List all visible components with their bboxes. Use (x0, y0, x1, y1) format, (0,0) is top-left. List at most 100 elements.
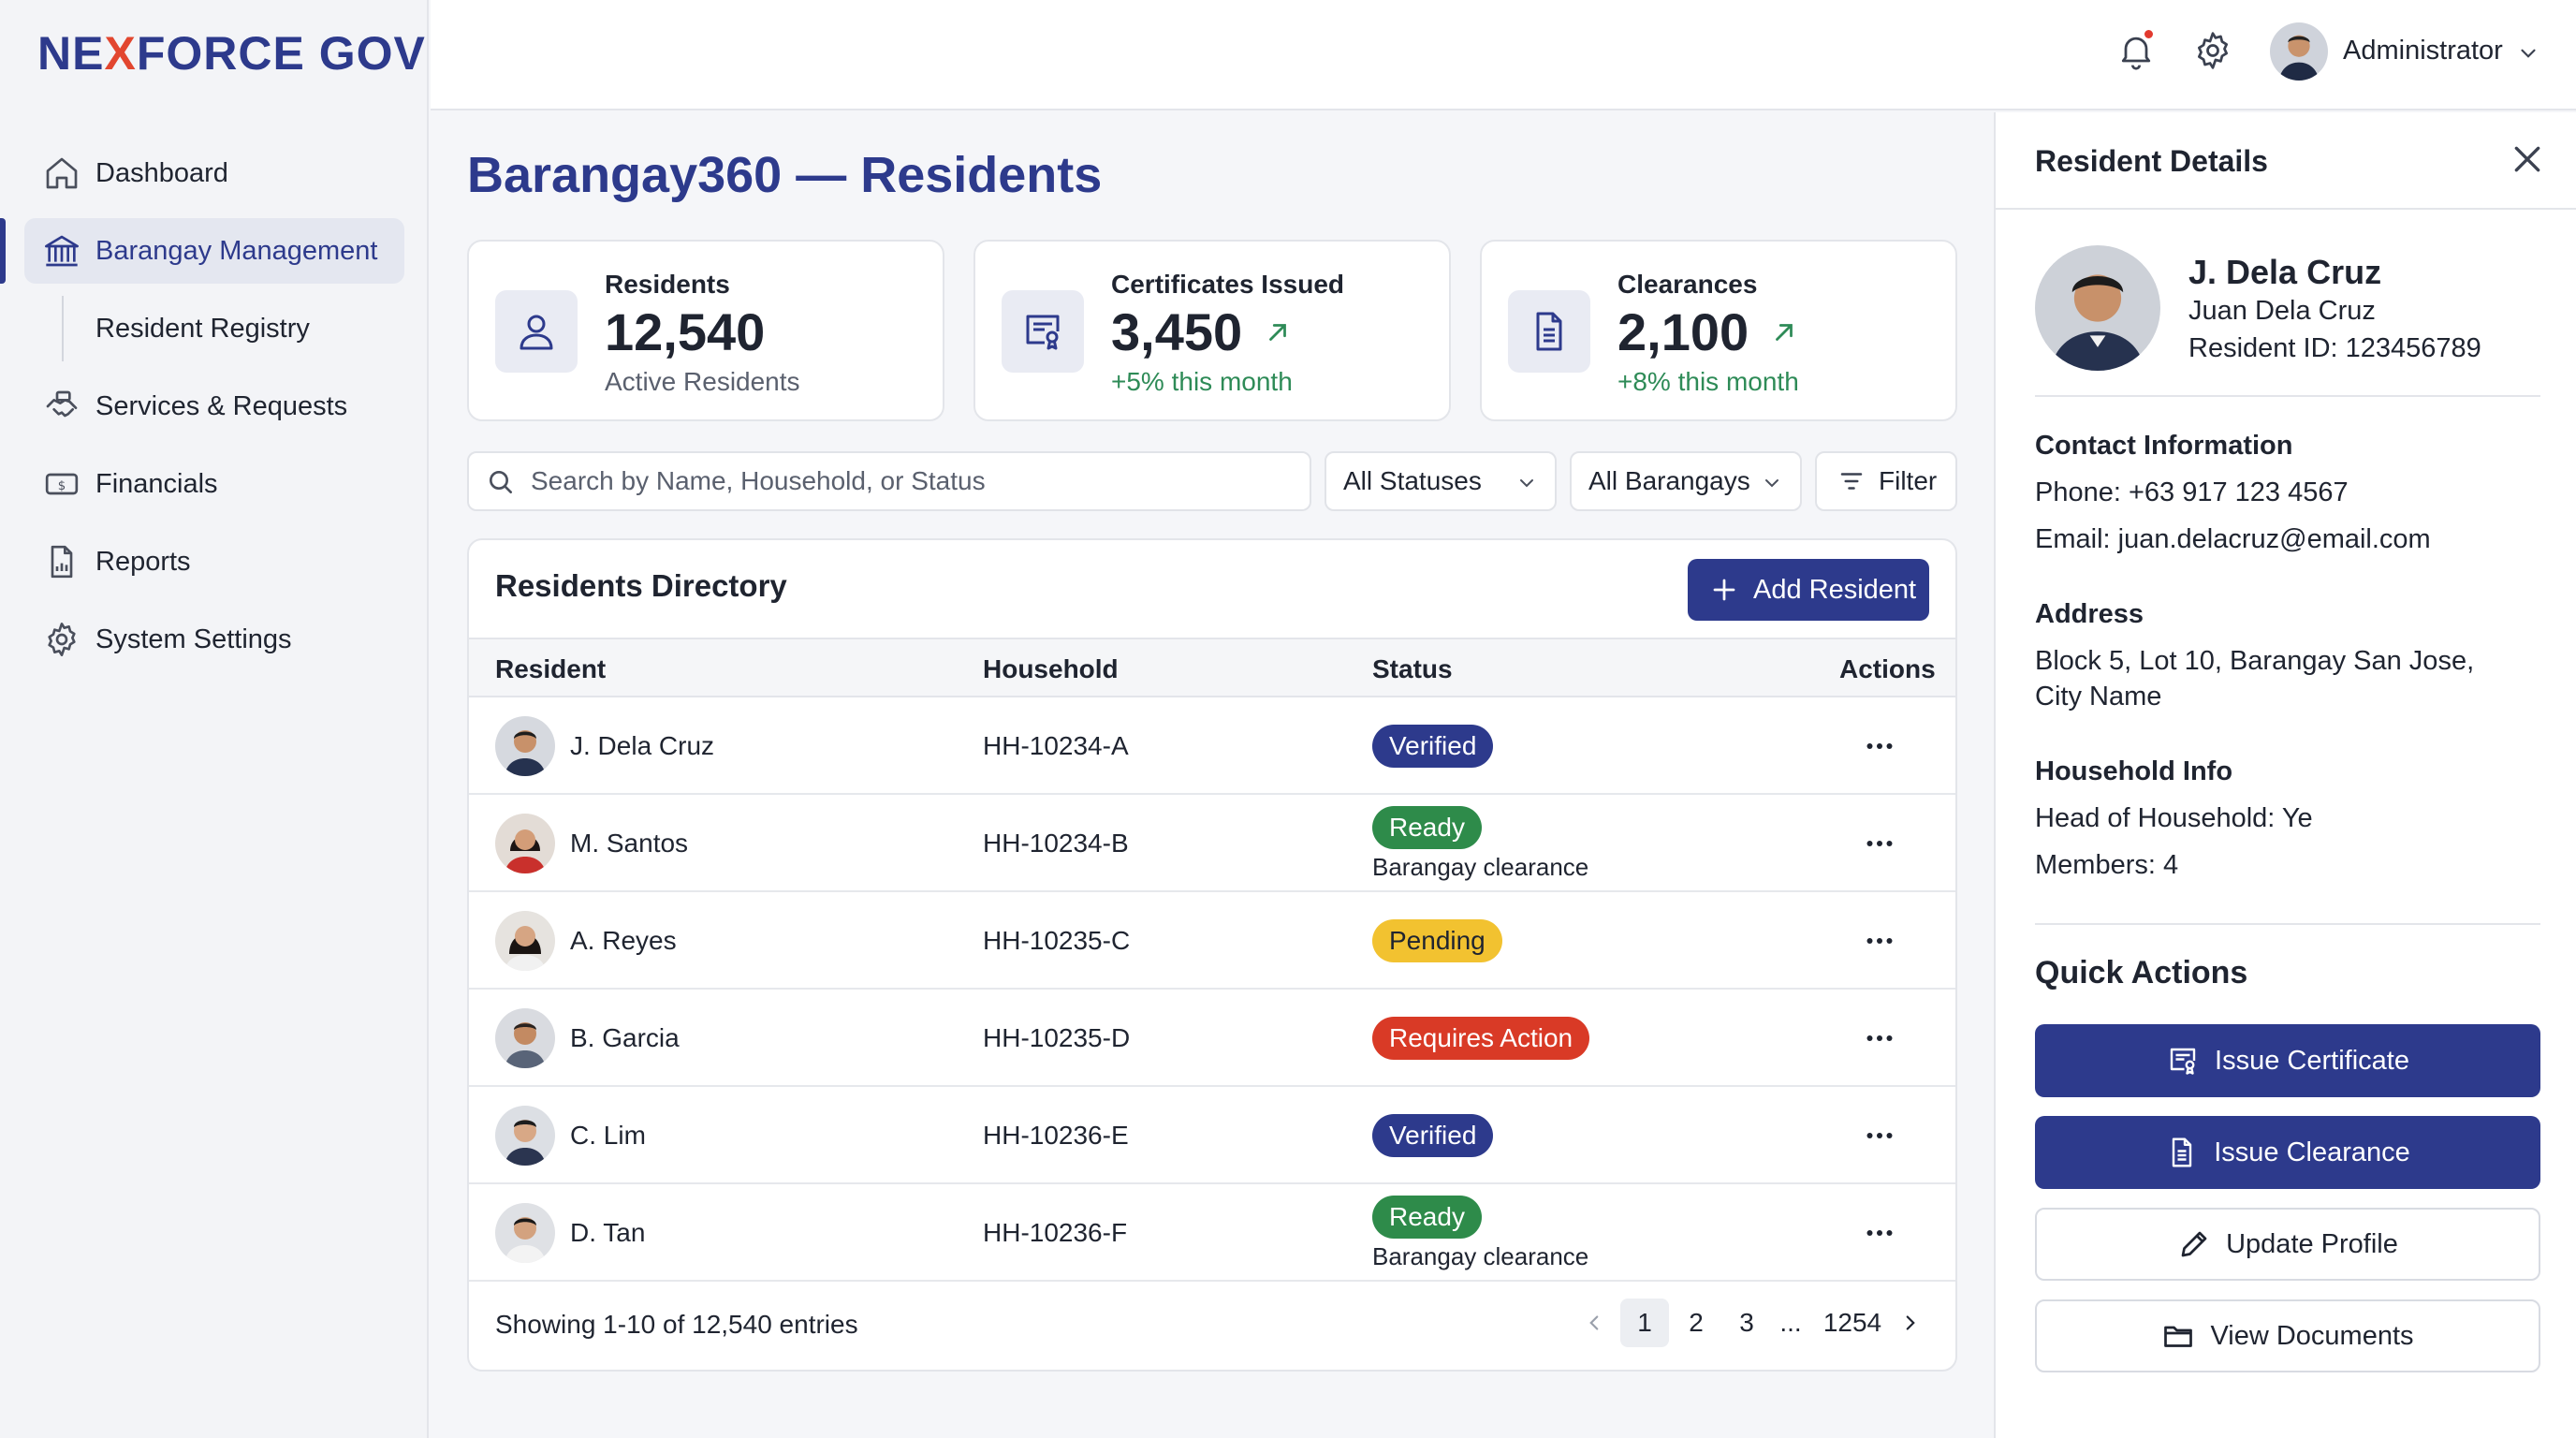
more-options-icon[interactable] (1861, 1216, 1898, 1250)
pagination-page[interactable]: 1 (1620, 1299, 1669, 1347)
issue-clearance-label: Issue Clearance (2214, 1137, 2410, 1167)
building-icon (45, 235, 79, 267)
sidebar-item-financials[interactable]: $ Financials (24, 451, 404, 517)
chevron-down-icon (1765, 479, 1778, 488)
filter-button[interactable]: Filter (1815, 451, 1957, 511)
table-row[interactable]: C. Lim HH-10236-E Verified (469, 1087, 1955, 1184)
household-id: HH-10235-D (983, 1023, 1131, 1052)
issue-certificate-button[interactable]: Issue Certificate (2035, 1024, 2540, 1097)
table-row[interactable]: D. Tan HH-10236-F Ready Barangay clearan… (469, 1184, 1955, 1282)
sidebar-item-resident-registry[interactable]: Resident Registry (24, 296, 404, 361)
address-line-2: City Name (2035, 682, 2162, 712)
update-profile-button[interactable]: Update Profile (2035, 1208, 2540, 1281)
document-icon (1536, 312, 1562, 351)
sidebar-item-label: Dashboard (95, 157, 228, 188)
brand-logo[interactable]: NEXFORCE GOV (37, 27, 426, 80)
resident-name[interactable]: A. Reyes (570, 926, 677, 955)
pencil-icon (2181, 1231, 2207, 1257)
top-bar: Administrator (431, 0, 2576, 110)
residents-directory: Residents Directory Add Resident Residen… (467, 538, 1957, 1372)
directory-title: Residents Directory (495, 568, 787, 603)
pagination-next[interactable] (1892, 1299, 1929, 1347)
household-id: HH-10234-B (983, 829, 1129, 858)
update-profile-label: Update Profile (2226, 1228, 2398, 1259)
more-options-icon[interactable] (1861, 924, 1898, 958)
svg-text:$: $ (58, 479, 66, 493)
stat-card-clearances: Clearances 2,100 +8% this month (1480, 240, 1957, 421)
notifications-button[interactable] (2115, 28, 2157, 71)
issue-certificate-label: Issue Certificate (2215, 1045, 2409, 1076)
pagination-page[interactable]: 1254 (1822, 1308, 1882, 1337)
status-badge: Requires Action (1372, 1017, 1590, 1060)
sidebar-nav: Dashboard Barangay Management Resident R… (0, 140, 429, 684)
more-options-icon[interactable] (1861, 1119, 1898, 1152)
chevron-down-icon (1520, 479, 1533, 488)
resident-name[interactable]: B. Garcia (570, 1023, 680, 1052)
avatar (2035, 245, 2160, 371)
chevron-left-icon (1589, 1315, 1599, 1330)
sidebar-item-label: Services & Requests (95, 390, 348, 421)
column-header-household: Household (983, 654, 1119, 683)
section-title-address: Address (2035, 599, 2144, 629)
more-options-icon[interactable] (1861, 729, 1898, 763)
pagination-page[interactable]: 3 (1739, 1308, 1754, 1337)
barangay-select-value: All Barangays (1588, 466, 1750, 495)
notification-dot (2143, 28, 2155, 40)
issue-clearance-button[interactable]: Issue Clearance (2035, 1116, 2540, 1189)
barangay-select[interactable]: All Barangays (1570, 451, 1802, 511)
chevron-down-icon[interactable] (2516, 41, 2540, 66)
plus-icon (1713, 579, 1735, 601)
table-row[interactable]: B. Garcia HH-10235-D Requires Action (469, 990, 1955, 1087)
resident-name[interactable]: D. Tan (570, 1218, 646, 1247)
column-header-status: Status (1372, 654, 1453, 683)
gear-icon (48, 623, 76, 656)
document-icon (2173, 1137, 2192, 1167)
household-members: Members: 4 (2035, 850, 2179, 880)
sidebar-item-dashboard[interactable]: Dashboard (24, 140, 404, 206)
avatar (495, 1106, 555, 1166)
resident-name[interactable]: M. Santos (570, 829, 689, 858)
stat-subtext: Active Residents (605, 367, 800, 396)
pagination-prev[interactable] (1577, 1299, 1611, 1347)
settings-button[interactable] (2192, 30, 2233, 71)
status-select-value: All Statuses (1343, 466, 1482, 495)
section-title-household: Household Info (2035, 756, 2233, 786)
quick-actions-title: Quick Actions (2035, 955, 2248, 990)
search-input[interactable] (531, 462, 1289, 500)
sidebar-item-services-requests[interactable]: Services & Requests (24, 374, 404, 439)
sidebar-item-reports[interactable]: Reports (24, 529, 404, 594)
sidebar-item-barangay-management[interactable]: Barangay Management (0, 218, 404, 284)
table-row[interactable]: A. Reyes HH-10235-C Pending (469, 892, 1955, 990)
sidebar-item-system-settings[interactable]: System Settings (24, 607, 404, 672)
sidebar-item-label: Financials (95, 468, 218, 499)
table-row[interactable]: M. Santos HH-10234-B Ready Barangay clea… (469, 795, 1955, 892)
sidebar-item-label: Resident Registry (95, 313, 310, 344)
column-header-actions: Actions (1839, 654, 1936, 683)
money-icon: $ (45, 473, 79, 495)
pagination-page[interactable]: 2 (1689, 1308, 1704, 1337)
address-line-1: Block 5, Lot 10, Barangay San Jose, (2035, 646, 2475, 676)
page-title: Barangay360 — Residents (467, 147, 1103, 203)
stat-value: 2,100 (1617, 302, 1749, 361)
add-resident-label: Add Resident (1753, 574, 1917, 605)
resident-name[interactable]: J. Dela Cruz (570, 731, 715, 760)
status-badge: Verified (1372, 725, 1494, 768)
resident-short-name: J. Dela Cruz (2188, 253, 2382, 291)
user-name[interactable]: Administrator (2343, 36, 2503, 66)
pagination-ellipsis: ... (1779, 1308, 1802, 1337)
status-select[interactable]: All Statuses (1325, 451, 1557, 511)
more-options-icon[interactable] (1861, 1021, 1898, 1055)
avatar[interactable] (2270, 22, 2328, 81)
stat-card-certificates: Certificates Issued 3,450 +5% this month (973, 240, 1451, 421)
add-resident-button[interactable]: Add Resident (1688, 559, 1929, 621)
view-documents-button[interactable]: View Documents (2035, 1299, 2540, 1372)
search-icon (490, 471, 512, 493)
more-options-icon[interactable] (1861, 827, 1898, 860)
household-id: HH-10236-E (983, 1121, 1129, 1150)
status-note: Barangay clearance (1372, 853, 1589, 881)
resident-name[interactable]: C. Lim (570, 1121, 646, 1150)
avatar (495, 716, 555, 776)
close-icon[interactable] (2509, 140, 2546, 178)
table-row[interactable]: J. Dela Cruz HH-10234-A Verified (469, 697, 1955, 795)
sidebar-item-label: System Settings (95, 624, 292, 654)
